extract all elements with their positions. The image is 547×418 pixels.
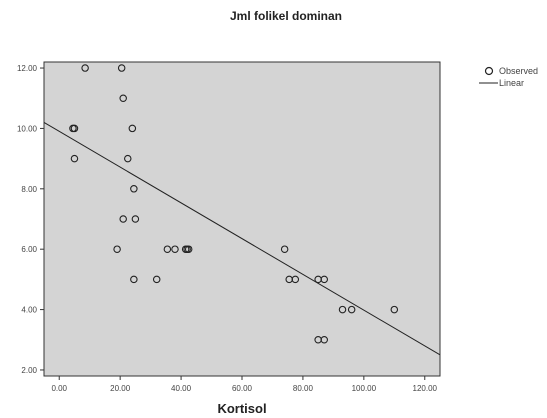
x-axis: 0.00 20.00 40.00 60.00 80.00 100.00 120.00 [51, 376, 438, 393]
data-point [70, 154, 79, 163]
fit-line [43, 121, 441, 356]
y-tick-label: 2.00 [21, 366, 37, 375]
data-point [119, 94, 127, 102]
x-axis-label: Kortisol [217, 401, 266, 416]
legend-observed-label: Observed [499, 66, 538, 76]
data-point [184, 245, 193, 253]
data-point [113, 245, 121, 253]
data-point [171, 245, 179, 253]
y-tick-label: 10.00 [17, 124, 38, 133]
data-point [130, 185, 138, 193]
data-point [338, 305, 347, 314]
data-points [69, 64, 399, 344]
legend-linear-label: Linear [499, 78, 524, 88]
legend-observed-marker [484, 66, 494, 76]
data-point [320, 275, 328, 284]
y-axis: 2.00 4.00 6.00 8.00 10.00 12.00 [17, 64, 44, 375]
data-point [128, 124, 137, 133]
x-tick-label: 0.00 [51, 384, 67, 393]
y-tick-label: 12.00 [17, 64, 38, 73]
data-point [81, 64, 89, 72]
data-point [131, 215, 140, 223]
data-point [291, 275, 300, 284]
x-tick-label: 100.00 [352, 384, 377, 393]
x-tick-label: 60.00 [232, 384, 253, 393]
x-tick-label: 40.00 [171, 384, 192, 393]
legend: Observed Linear [479, 66, 538, 88]
data-point [390, 305, 399, 314]
y-tick-label: 6.00 [21, 245, 37, 254]
fit-line-group [43, 121, 441, 356]
plot-area [43, 61, 441, 377]
y-tick-label: 4.00 [21, 306, 37, 315]
data-point [320, 336, 328, 344]
data-point [124, 154, 132, 163]
x-tick-label: 80.00 [293, 384, 314, 393]
data-point [130, 275, 138, 284]
chart-title: Jml folikel dominan [230, 9, 342, 23]
data-point [347, 305, 356, 314]
x-tick-label: 120.00 [413, 384, 438, 393]
data-point [70, 124, 79, 133]
data-point [119, 215, 127, 223]
data-point [152, 275, 161, 284]
x-tick-label: 20.00 [110, 384, 131, 393]
y-tick-label: 8.00 [21, 185, 37, 194]
data-point [280, 245, 289, 253]
data-point [117, 64, 126, 72]
data-point [163, 245, 172, 253]
